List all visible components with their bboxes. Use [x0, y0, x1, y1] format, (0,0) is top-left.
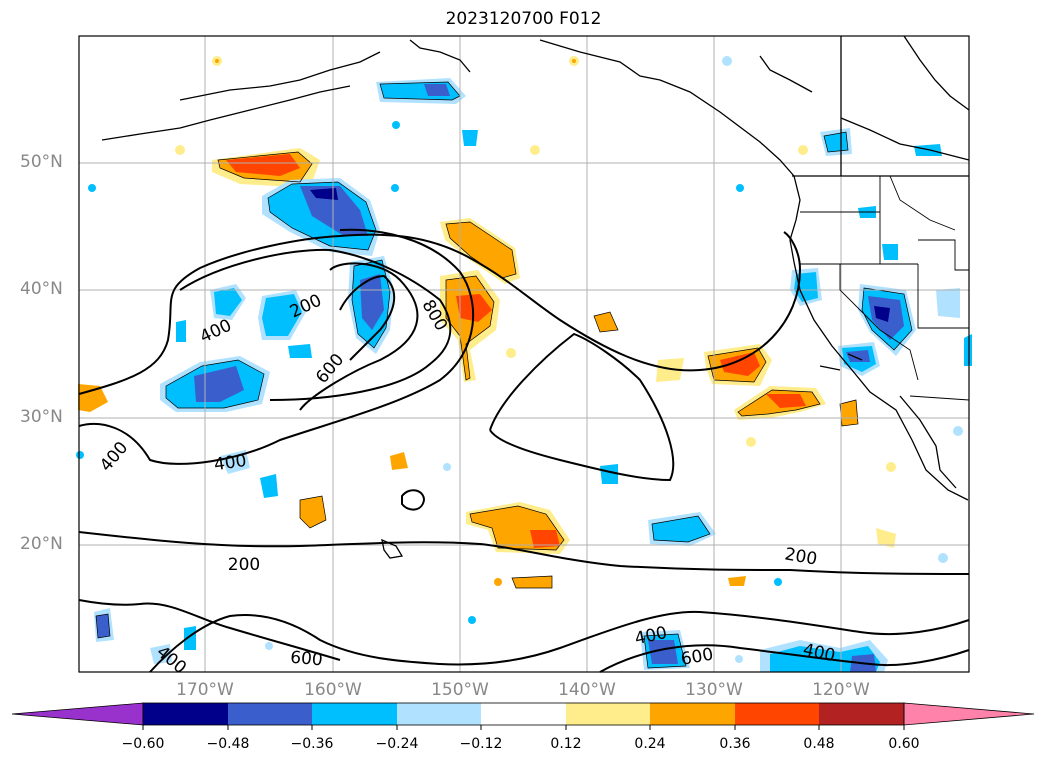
latitude-label: 40°N	[20, 279, 63, 299]
contour-label: 200	[228, 555, 260, 575]
colorbar-bin	[228, 703, 312, 725]
colorbar-tick-label: −0.12	[459, 736, 503, 752]
colorbar-tick-label: 0.12	[550, 736, 582, 752]
colorbar	[11, 702, 1035, 730]
longitude-label: 140°W	[558, 680, 616, 700]
map-frame	[78, 35, 970, 673]
colorbar-tick-label: −0.48	[206, 736, 250, 752]
colorbar-bin	[566, 703, 650, 725]
colorbar-tick-label: 0.60	[888, 736, 920, 752]
colorbar-tick-label: −0.24	[375, 736, 419, 752]
state-borders	[800, 175, 970, 401]
contour-label: 600	[289, 648, 323, 671]
colorbar-bin	[312, 703, 397, 725]
colorbar-tick-label: 0.48	[803, 736, 835, 752]
colorbar-tick-label: 0.36	[719, 736, 751, 752]
colorbar-min-extension	[11, 702, 144, 726]
point-markers	[76, 56, 963, 663]
colorbar-tick-label: −0.60	[121, 736, 165, 752]
colorbar-bin	[735, 703, 819, 725]
map-plot-area	[79, 36, 969, 672]
longitude-label: 120°W	[812, 680, 870, 700]
longitude-label: 130°W	[685, 680, 743, 700]
colorbar-outline	[142, 702, 905, 726]
longitude-label: 170°W	[176, 680, 234, 700]
longitude-label: 150°W	[431, 680, 489, 700]
colorbar-bin	[650, 703, 735, 725]
colorbar-bin	[481, 703, 566, 725]
coastlines	[101, 35, 970, 559]
latitude-label: 30°N	[20, 407, 63, 427]
colorbar-bin	[397, 703, 481, 725]
contour-lines	[78, 228, 970, 673]
colorbar-max-extension	[903, 702, 1035, 726]
contour-label-group: 400 200 600 800 400 400 200 200 600 400 …	[96, 291, 837, 679]
latitude-label: 50°N	[20, 152, 63, 172]
colorbar-bin	[143, 703, 228, 725]
longitude-label: 160°W	[304, 680, 362, 700]
contour-label: 400	[213, 451, 248, 475]
field-outlines	[95, 81, 913, 669]
colorbar-tick-label: 0.24	[634, 736, 666, 752]
map-title: 2023120700 F012	[445, 9, 602, 29]
colorbar-tick-label: −0.36	[290, 736, 334, 752]
latitude-label: 20°N	[20, 534, 63, 554]
colorbar-bin	[819, 703, 904, 725]
